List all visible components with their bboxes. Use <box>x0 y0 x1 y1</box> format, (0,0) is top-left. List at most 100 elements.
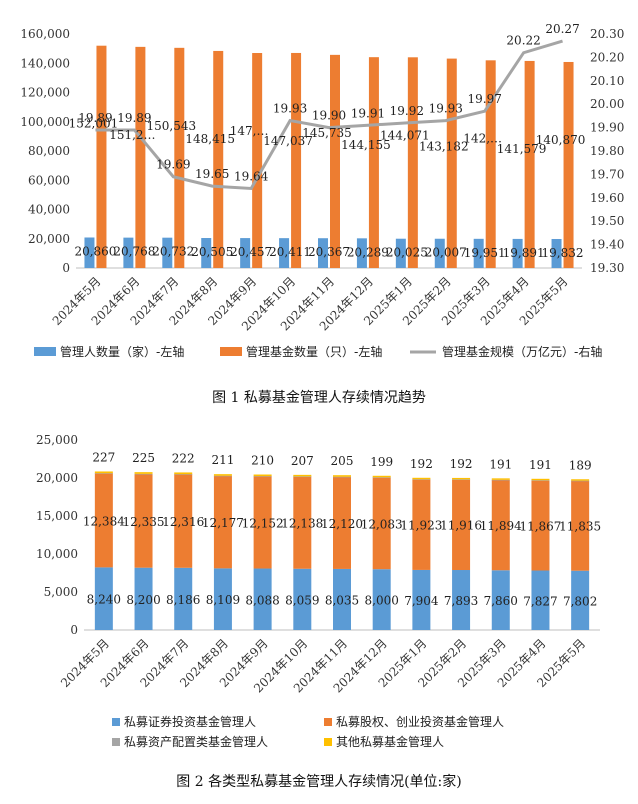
other-data-label: 222 <box>172 451 195 465</box>
bar-managers <box>201 238 212 268</box>
stacked-bar-segment-1 <box>213 475 232 569</box>
y-tick-label: 20,000 <box>36 471 78 485</box>
bar-managers <box>395 238 406 268</box>
managers-data-label: 20,007 <box>425 246 467 260</box>
stacked-bar-segment-3 <box>531 478 550 481</box>
bar-managers <box>123 237 134 268</box>
stacked-bar-segment-3 <box>571 479 590 481</box>
other-data-label: 210 <box>251 454 274 468</box>
stacked-bar-segment-2 <box>213 475 232 477</box>
left-tick-label: 60,000 <box>28 173 70 187</box>
securities-data-label: 8,088 <box>245 593 279 607</box>
stacked-bar-segment-0 <box>293 568 312 630</box>
right-tick-label: 20.10 <box>590 74 624 88</box>
managers-data-label: 19,951 <box>464 246 506 260</box>
securities-data-label: 7,904 <box>404 594 439 608</box>
funds-data-label: 145,735 <box>302 126 352 140</box>
stacked-bar-segment-0 <box>94 567 113 630</box>
other-data-label: 211 <box>211 453 234 467</box>
y-tick-label: 25,000 <box>36 433 78 447</box>
legend-label-managers: 管理人数量（家）-左轴 <box>60 344 184 359</box>
right-tick-label: 19.90 <box>590 121 624 135</box>
scale-data-label: 19.90 <box>312 109 346 123</box>
left-tick-label: 160,000 <box>20 27 70 41</box>
other-data-label: 192 <box>410 457 433 471</box>
funds-data-label: 147,037 <box>263 134 313 148</box>
stacked-bar-segment-1 <box>531 480 550 571</box>
stacked-bar-segment-3 <box>333 475 351 477</box>
stacked-bar-segment-1 <box>452 479 471 571</box>
stacked-bar-segment-2 <box>412 479 431 480</box>
stacked-bar-segment-3 <box>94 471 113 474</box>
securities-data-label: 8,186 <box>166 593 200 607</box>
legend-label-other: 其他私募基金管理人 <box>336 734 444 749</box>
stacked-bar-segment-1 <box>571 480 590 571</box>
stacked-bar-segment-0 <box>571 570 590 630</box>
securities-data-label: 7,827 <box>523 594 557 608</box>
funds-data-label: 152,001 <box>69 117 119 131</box>
legend-swatch-other <box>324 738 332 746</box>
equity-data-label: 12,152 <box>242 516 284 530</box>
managers-data-label: 19,891 <box>503 246 545 260</box>
stacked-bar-segment-2 <box>571 480 590 482</box>
stacked-bar-segment-2 <box>333 476 351 478</box>
securities-data-label: 8,200 <box>126 593 160 607</box>
other-data-label: 191 <box>489 457 512 471</box>
stacked-bar-segment-3 <box>134 472 153 474</box>
scale-data-label: 19.93 <box>429 102 463 116</box>
y-tick-label: 5,000 <box>44 585 78 599</box>
bar-funds <box>291 52 302 268</box>
scale-data-label: 19.64 <box>234 169 269 183</box>
legend-label-securities: 私募证券投资基金管理人 <box>124 714 256 729</box>
stacked-bar-segment-0 <box>531 570 550 630</box>
bar-managers <box>356 238 367 268</box>
managers-data-label: 20,025 <box>386 246 428 260</box>
securities-data-label: 7,802 <box>563 594 597 608</box>
chart-1: 0 20,000 40,000 60,000 80,000 100,000 120,000 1… <box>20 22 624 406</box>
bar-funds <box>524 60 535 269</box>
left-tick-label: 0 <box>62 261 70 275</box>
bar-funds <box>485 60 496 269</box>
legend-swatch-equity <box>324 718 332 726</box>
stacked-bar-segment-0 <box>412 569 431 630</box>
managers-data-label: 20,457 <box>230 245 272 259</box>
scale-data-label: 19.92 <box>390 104 424 118</box>
stacked-bar-segment-3 <box>412 477 431 480</box>
other-data-label: 199 <box>370 455 393 469</box>
left-tick-label: 80,000 <box>28 144 70 158</box>
stacked-bar-segment-2 <box>491 479 510 481</box>
right-tick-label: 19.60 <box>590 191 624 205</box>
right-tick-label: 20.00 <box>590 97 624 111</box>
scale-data-label: 20.27 <box>545 22 579 36</box>
equity-data-label: 11,923 <box>400 519 442 533</box>
stacked-bar-segment-1 <box>491 479 510 571</box>
managers-data-label: 20,732 <box>152 245 194 259</box>
bar-funds <box>96 45 107 269</box>
stacked-bar-segment-3 <box>372 475 391 478</box>
stacked-bar-segment-0 <box>333 568 351 630</box>
bar-managers <box>84 237 95 268</box>
funds-data-label: 148,415 <box>185 132 235 146</box>
stacked-bar-segment-1 <box>412 479 431 570</box>
managers-data-label: 20,289 <box>347 245 389 259</box>
securities-data-label: 8,109 <box>206 593 240 607</box>
managers-data-label: 20,505 <box>191 245 233 259</box>
funds-data-label: 144,071 <box>380 128 430 142</box>
bar-funds <box>252 53 263 269</box>
stacked-bar-segment-2 <box>134 473 153 475</box>
bar-funds <box>407 57 418 269</box>
legend-swatch-asset-allocation <box>112 738 120 746</box>
equity-data-label: 11,894 <box>480 519 522 533</box>
securities-data-label: 7,860 <box>484 594 518 608</box>
stacked-bar-segment-0 <box>372 569 391 630</box>
scale-data-label: 19.89 <box>78 111 112 125</box>
scale-data-label: 19.89 <box>117 111 151 125</box>
bar-managers <box>162 237 173 268</box>
bar-funds <box>135 46 146 269</box>
legend-label-asset-allocation: 私募资产配置类基金管理人 <box>124 734 268 749</box>
equity-data-label: 11,867 <box>519 519 561 533</box>
stacked-bar-segment-1 <box>174 474 193 568</box>
other-data-label: 192 <box>450 457 473 471</box>
y-tick-label: 0 <box>70 623 78 637</box>
securities-data-label: 7,893 <box>444 594 478 608</box>
